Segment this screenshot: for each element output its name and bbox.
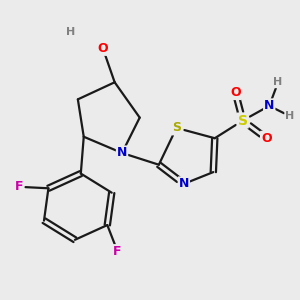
Text: F: F xyxy=(113,245,122,258)
Text: H: H xyxy=(66,27,75,37)
Text: S: S xyxy=(238,114,248,128)
Text: N: N xyxy=(264,99,274,112)
Text: O: O xyxy=(230,86,241,99)
Text: H: H xyxy=(274,77,283,87)
Text: S: S xyxy=(172,122,181,134)
Text: N: N xyxy=(179,177,189,190)
Text: F: F xyxy=(15,180,23,193)
Text: H: H xyxy=(285,111,295,121)
Text: N: N xyxy=(117,146,127,159)
Text: O: O xyxy=(261,132,272,145)
Text: O: O xyxy=(98,42,108,55)
